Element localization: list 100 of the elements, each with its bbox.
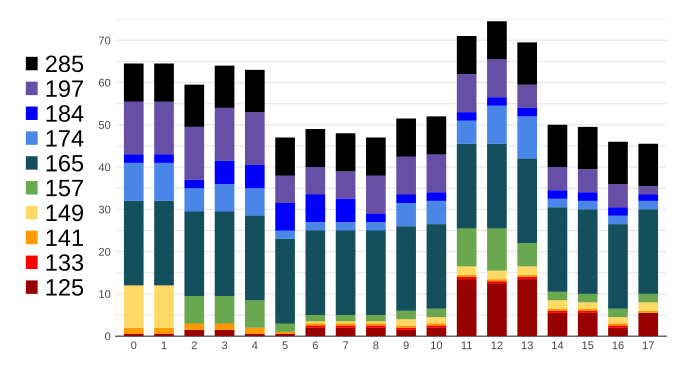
bar [517, 243, 538, 266]
bar [638, 144, 658, 186]
bar [517, 116, 538, 159]
bar [275, 238, 295, 324]
bar [517, 84, 538, 108]
x-tick-label: 6 [312, 341, 318, 350]
bar [638, 302, 658, 311]
bar [214, 184, 234, 212]
bar [184, 211, 204, 296]
bar [244, 164, 265, 188]
bar [184, 180, 204, 188]
bar [517, 279, 538, 336]
bar [456, 120, 476, 144]
bar [517, 266, 538, 275]
x-tick-label: 17 [642, 341, 654, 350]
bar [426, 328, 446, 336]
bar [608, 184, 628, 208]
bar [214, 66, 234, 108]
x-tick-label: 15 [582, 341, 594, 350]
bar [638, 312, 658, 336]
bar [124, 102, 144, 154]
y-tick-label: 10 [99, 290, 110, 298]
bar [548, 167, 568, 190]
bar [275, 202, 295, 230]
bar [184, 84, 204, 127]
bar [578, 302, 598, 309]
bar [608, 216, 628, 224]
x-tick-label: 0 [131, 341, 136, 350]
x-tick-label: 13 [522, 341, 533, 350]
bar [426, 116, 446, 154]
bar [124, 154, 144, 163]
bar [366, 230, 386, 316]
bar [456, 144, 476, 228]
bar [366, 328, 386, 336]
bar [366, 214, 386, 222]
bar [517, 276, 538, 280]
bar [608, 224, 628, 309]
legend-label: 157 [46, 180, 83, 196]
bar [638, 200, 658, 210]
bar [336, 171, 356, 199]
legend-label: 125 [46, 279, 84, 296]
bar [244, 70, 265, 112]
bar [548, 198, 568, 208]
legend-label: 141 [46, 230, 83, 246]
bar [336, 315, 356, 322]
bar [456, 228, 476, 266]
bar [214, 330, 234, 336]
bar [306, 230, 326, 316]
bar [638, 294, 658, 302]
bar [487, 270, 507, 280]
legend-label: 133 [46, 254, 84, 271]
bar [124, 162, 144, 201]
bar [487, 144, 507, 228]
bar [214, 296, 234, 324]
bar [244, 216, 265, 300]
bar [426, 192, 446, 201]
bar [426, 323, 446, 326]
bar [608, 323, 628, 326]
bar [306, 323, 326, 326]
bar [366, 315, 386, 322]
bar [638, 209, 658, 294]
bar [426, 224, 446, 309]
x-tick-label: 14 [552, 341, 564, 350]
bar [396, 118, 416, 156]
x-tick-label: 9 [404, 341, 409, 350]
bar [366, 137, 386, 176]
bar [456, 266, 476, 275]
y-tick-label: 50 [98, 121, 110, 129]
bar [154, 63, 174, 102]
bar [184, 323, 204, 330]
bar [456, 279, 476, 336]
bar [154, 154, 174, 163]
bar [244, 300, 265, 328]
x-tick-label: 2 [192, 341, 197, 350]
bar [306, 194, 326, 222]
bar [275, 230, 295, 239]
bar [578, 126, 598, 170]
bar [487, 59, 507, 98]
x-tick-label: 3 [222, 341, 228, 350]
bar [608, 328, 628, 336]
bar [306, 222, 326, 230]
bar [456, 276, 476, 280]
bar [578, 192, 598, 201]
bar [184, 296, 204, 324]
bar [426, 308, 446, 318]
legend-label: 197 [46, 80, 83, 98]
bar [154, 285, 174, 328]
y-tick-label: 60 [98, 78, 110, 87]
bar [244, 188, 265, 216]
bar [608, 308, 628, 318]
bar [426, 154, 446, 192]
bar [275, 323, 295, 332]
bar [154, 102, 174, 154]
bar [638, 194, 658, 201]
bar [124, 63, 144, 102]
bar [336, 230, 356, 316]
legend-label: 174 [46, 130, 84, 146]
bar [426, 317, 446, 324]
bar [548, 292, 568, 300]
bar [214, 108, 234, 161]
